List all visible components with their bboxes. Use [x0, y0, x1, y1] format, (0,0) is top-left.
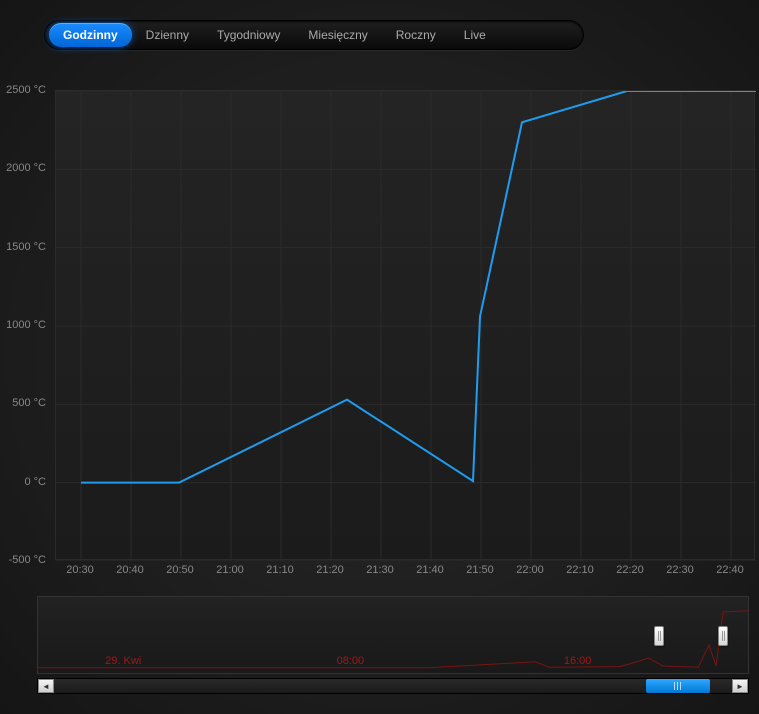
x-tick-label: 22:40	[716, 564, 744, 576]
navigator-series	[38, 597, 748, 673]
x-tick-label: 22:10	[566, 564, 594, 576]
y-tick-label: 0 °C	[24, 476, 46, 488]
x-tick-label: 22:20	[616, 564, 644, 576]
navigator-handle-right[interactable]	[718, 626, 728, 646]
x-tick-label: 21:20	[316, 564, 344, 576]
navigator-x-label: 08:00	[337, 655, 365, 667]
x-tick-label: 20:30	[66, 564, 94, 576]
x-axis: 20:30 20:40 20:50 21:00 21:10 21:20 21:30 21:40…	[55, 564, 755, 584]
y-tick-label: 2000 °C	[6, 162, 46, 174]
navigator-x-label: 16:00	[564, 655, 592, 667]
tab-dzienny[interactable]: Dzienny	[132, 23, 203, 47]
scroll-thumb[interactable]	[646, 679, 711, 693]
y-tick-label: -500 °C	[9, 554, 46, 566]
x-tick-label: 21:10	[266, 564, 294, 576]
x-tick-label: 21:40	[416, 564, 444, 576]
scroll-left-button[interactable]: ◄	[38, 679, 54, 693]
x-tick-label: 22:00	[516, 564, 544, 576]
y-tick-label: 1000 °C	[6, 319, 46, 331]
tab-live[interactable]: Live	[450, 23, 500, 47]
x-tick-label: 21:00	[216, 564, 244, 576]
navigator-x-label: 29. Kwi	[105, 655, 141, 667]
navigator[interactable]: 29. Kwi 08:00 16:00	[37, 596, 749, 674]
y-tick-label: 1500 °C	[6, 241, 46, 253]
x-tick-label: 20:50	[166, 564, 194, 576]
x-tick-label: 20:40	[116, 564, 144, 576]
y-tick-label: 2500 °C	[6, 84, 46, 96]
scrollbar[interactable]: ◄ ►	[37, 678, 749, 694]
tab-tygodniowy[interactable]: Tygodniowy	[203, 23, 294, 47]
x-tick-label: 22:30	[666, 564, 694, 576]
range-tab-bar: GodzinnyDziennyTygodniowyMiesięcznyRoczn…	[44, 20, 584, 50]
main-chart: -500 °C0 °C500 °C1000 °C1500 °C2000 °C25…	[0, 90, 759, 586]
x-tick-label: 21:30	[366, 564, 394, 576]
y-tick-label: 500 °C	[12, 397, 46, 409]
y-axis: -500 °C0 °C500 °C1000 °C1500 °C2000 °C25…	[0, 90, 50, 586]
series-line	[56, 91, 756, 561]
tab-roczny[interactable]: Roczny	[382, 23, 450, 47]
scroll-track[interactable]	[54, 679, 732, 693]
navigator-handle-left[interactable]	[654, 626, 664, 646]
scroll-right-button[interactable]: ►	[732, 679, 748, 693]
plot-area[interactable]	[55, 90, 755, 560]
x-tick-label: 21:50	[466, 564, 494, 576]
tab-godzinny[interactable]: Godzinny	[49, 23, 132, 47]
tab-miesięczny[interactable]: Miesięczny	[294, 23, 381, 47]
